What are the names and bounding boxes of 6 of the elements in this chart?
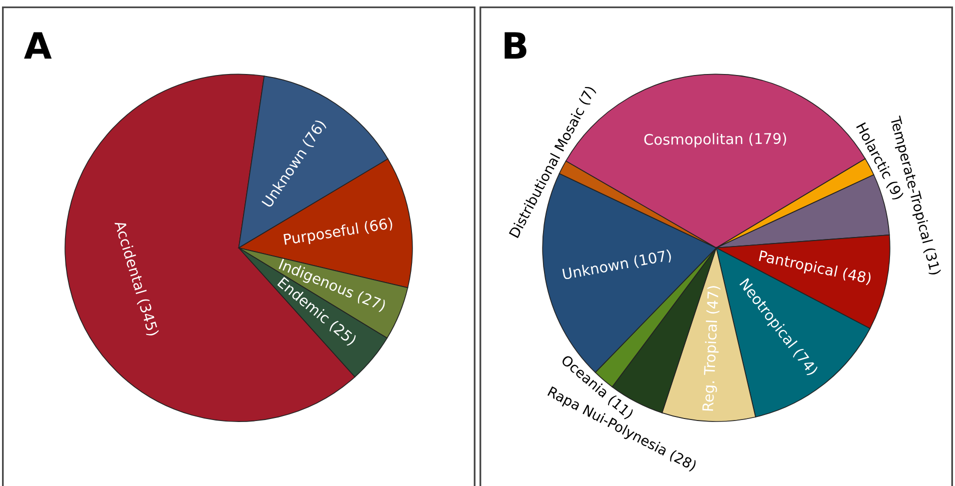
chart-title: A	[24, 32, 52, 59]
slice-label: Reg. Tropical (47)	[702, 286, 722, 411]
chart-title: B	[504, 32, 526, 59]
slice-label: Cosmopolitan (179)	[644, 132, 786, 148]
slice-label: Unknown (107)	[562, 249, 672, 282]
slice-label: Purposeful (66)	[284, 217, 394, 248]
